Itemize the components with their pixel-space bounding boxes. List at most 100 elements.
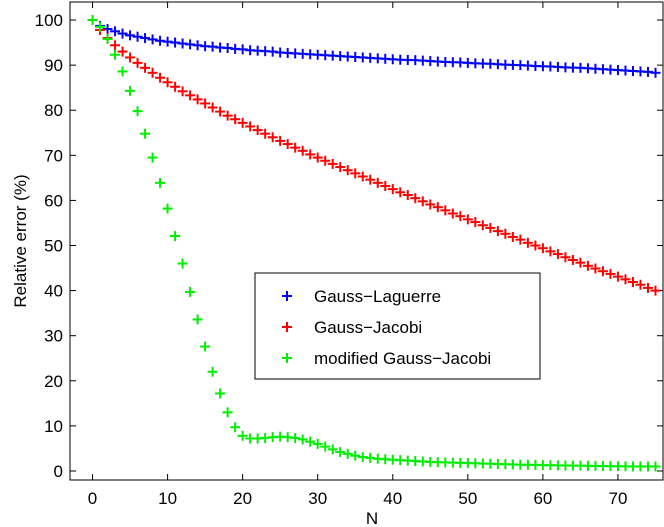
data-point — [132, 31, 143, 42]
data-point — [425, 199, 436, 210]
y-tick-label: 60 — [44, 191, 63, 210]
data-point — [312, 152, 323, 163]
series-0 — [87, 15, 661, 78]
data-point — [650, 285, 661, 296]
data-point — [147, 152, 158, 163]
data-point — [432, 202, 443, 213]
data-point — [372, 177, 383, 188]
data-point — [117, 28, 128, 39]
x-tick-label: 10 — [158, 489, 177, 508]
data-point — [395, 187, 406, 198]
data-point — [140, 33, 151, 44]
data-point — [305, 436, 316, 447]
series-2 — [87, 15, 661, 472]
data-point — [162, 77, 173, 88]
data-point — [500, 228, 511, 239]
x-tick-label: 0 — [88, 489, 97, 508]
legend-items: Gauss−Laguerre Gauss−Jacobi modified Gauss… — [282, 287, 491, 368]
data-point — [222, 110, 233, 121]
data-point — [110, 49, 121, 60]
data-point — [297, 434, 308, 445]
x-tick-label: 70 — [609, 489, 628, 508]
data-point — [530, 240, 541, 251]
y-tick-label: 20 — [44, 372, 63, 391]
data-point — [567, 254, 578, 265]
data-point — [222, 407, 233, 418]
data-point — [252, 125, 263, 136]
y-tick-label: 40 — [44, 282, 63, 301]
data-point — [650, 67, 661, 78]
data-point — [447, 208, 458, 219]
data-point — [177, 258, 188, 269]
data-point — [507, 231, 518, 242]
data-point — [320, 155, 331, 166]
data-point — [342, 448, 353, 459]
data-point — [267, 132, 278, 143]
data-point — [260, 128, 271, 139]
data-point — [147, 34, 158, 45]
data-point — [477, 220, 488, 231]
data-point — [185, 286, 196, 297]
data-point — [192, 314, 203, 325]
x-axis-ticks: 0 10 20 30 40 50 60 70 — [88, 2, 628, 508]
data-point — [582, 260, 593, 271]
data-point — [455, 211, 466, 222]
data-point — [335, 162, 346, 173]
data-point — [590, 263, 601, 274]
data-point — [102, 33, 113, 44]
data-point — [605, 268, 616, 279]
data-point — [170, 81, 181, 92]
x-tick-label: 30 — [308, 489, 327, 508]
data-point — [327, 158, 338, 169]
data-point — [575, 257, 586, 268]
data-point — [155, 177, 166, 188]
data-point — [357, 171, 368, 182]
data-point — [110, 26, 121, 37]
data-point — [230, 422, 241, 433]
legend-box — [254, 272, 541, 380]
data-point — [297, 145, 308, 156]
data-point — [200, 98, 211, 109]
data-point — [117, 46, 128, 57]
y-tick-label: 80 — [44, 101, 63, 120]
data-point — [230, 114, 241, 125]
data-point — [132, 106, 143, 117]
data-point — [117, 66, 128, 77]
data-point — [237, 430, 248, 441]
x-tick-label: 40 — [383, 489, 402, 508]
x-tick-label: 20 — [233, 489, 252, 508]
legend-label: Gauss−Laguerre — [314, 287, 441, 306]
data-point — [620, 274, 631, 285]
data-point — [177, 86, 188, 97]
data-point — [215, 388, 226, 399]
plot-area — [69, 1, 664, 481]
data-point — [350, 168, 361, 179]
data-point — [237, 117, 248, 128]
data-point — [192, 94, 203, 105]
legend-label: modified Gauss−Jacobi — [314, 349, 491, 368]
data-point — [335, 447, 346, 458]
data-point — [275, 135, 286, 146]
data-point — [155, 72, 166, 83]
data-point — [410, 193, 421, 204]
data-point — [170, 231, 181, 242]
data-point — [342, 165, 353, 176]
data-point — [125, 85, 136, 96]
y-tick-label: 100 — [35, 11, 63, 30]
data-point — [462, 214, 473, 225]
y-axis-ticks: 0 10 20 30 40 50 60 70 80 90 100 — [35, 11, 663, 481]
series-layer — [87, 15, 661, 472]
data-point — [245, 121, 256, 132]
legend: Gauss−Laguerre Gauss−Jacobi modified Gauss… — [254, 272, 541, 380]
y-tick-label: 50 — [44, 237, 63, 256]
data-point — [642, 282, 653, 293]
legend-marker — [282, 322, 292, 332]
data-point — [417, 196, 428, 207]
data-point — [612, 271, 623, 282]
data-point — [207, 366, 218, 377]
data-point — [492, 226, 503, 237]
data-point — [485, 222, 496, 233]
data-point — [282, 139, 293, 150]
data-point — [597, 266, 608, 277]
data-point — [207, 102, 218, 113]
